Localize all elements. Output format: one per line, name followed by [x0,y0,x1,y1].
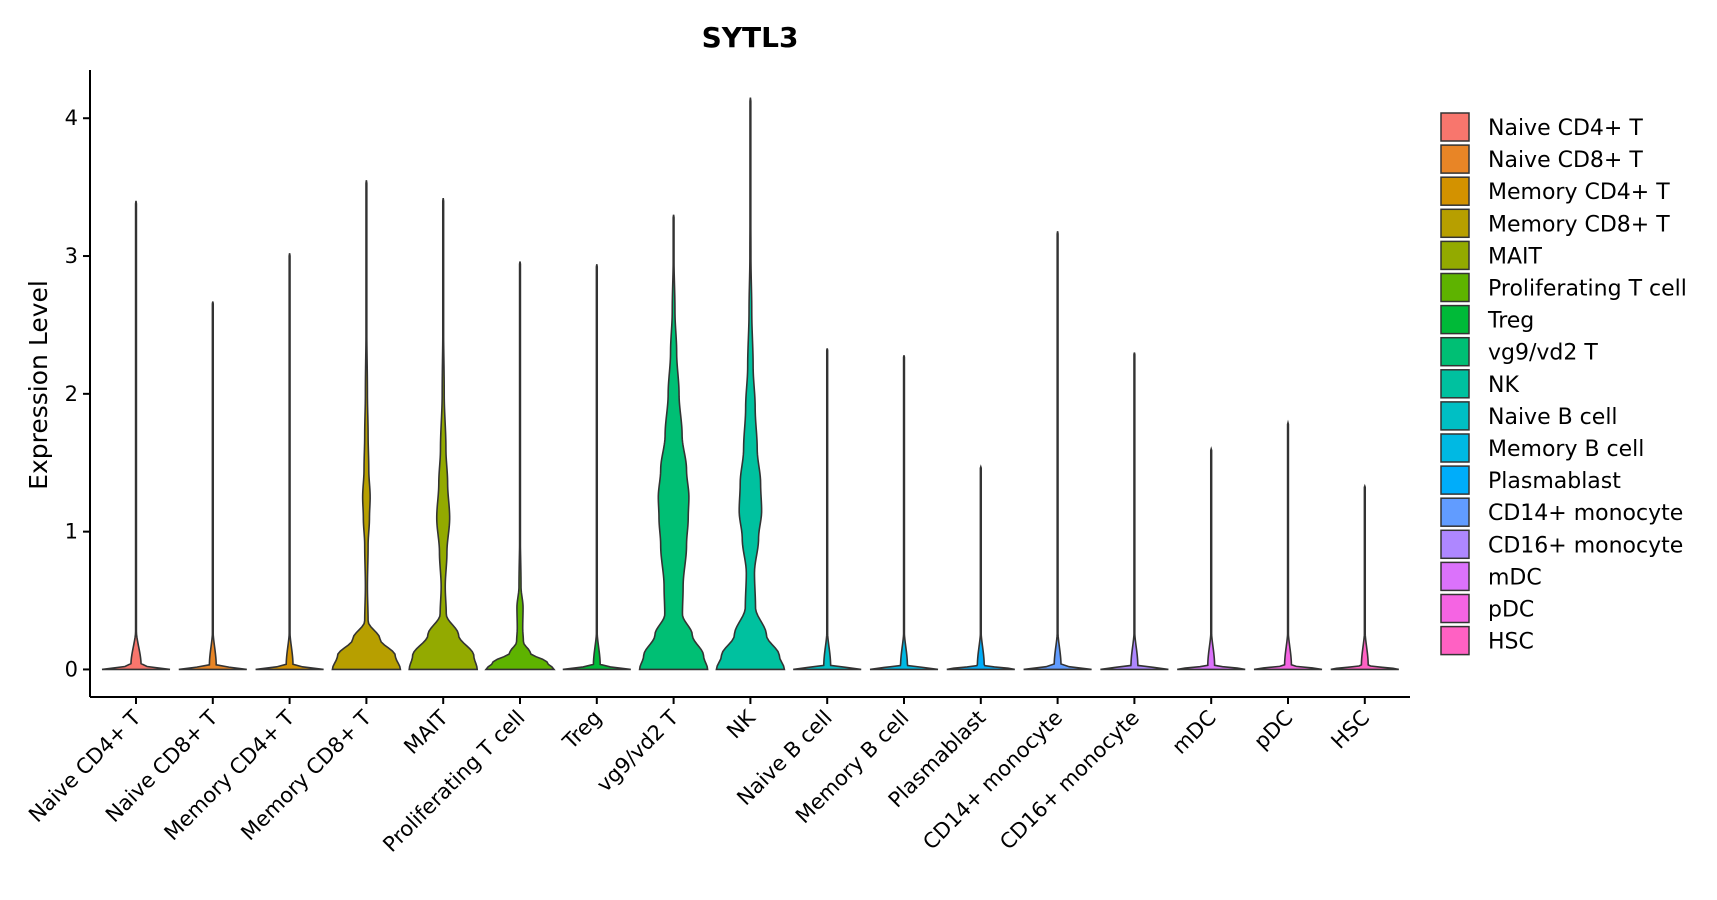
legend-swatch [1440,529,1470,560]
violin-treg [562,264,631,671]
violin-series [101,97,1399,671]
x-tick-label: mDC [1167,706,1220,759]
legend-swatch [1440,433,1470,463]
violin-mait [408,198,479,671]
legend-swatch [1440,369,1470,399]
legend-swatch [1440,272,1470,303]
violin-memory-cd4-t [255,253,324,671]
legend-label: MAIT [1488,244,1543,269]
legend-label: Memory CD4+ T [1488,180,1670,205]
x-tick-label: Memory CD4+ T [160,705,300,845]
y-tick-label: 4 [65,106,78,130]
legend-swatch [1440,593,1470,624]
x-tick-label: CD16+ monocyte [995,706,1144,855]
x-tick-label: pDC [1249,706,1297,754]
violin-vg9-vd2-t [638,214,709,671]
legend-label: Treg [1487,309,1534,334]
legend-label: Memory B cell [1488,437,1644,462]
legend-swatch [1440,465,1470,495]
legend-label: NK [1488,373,1519,398]
legend-label: CD14+ monocyte [1488,501,1683,526]
chart-title: SYTL3 [702,21,799,54]
legend-label: Proliferating T cell [1488,277,1687,302]
y-tick-label: 3 [65,244,78,268]
legend-swatch [1440,336,1470,367]
legend-swatch [1440,401,1470,431]
y-tick-label: 1 [65,520,78,544]
legend-swatch [1440,561,1470,592]
legend-label: Plasmablast [1488,469,1621,494]
violin-naive-b-cell [793,348,862,671]
legend-label: mDC [1488,565,1542,590]
legend-swatch [1440,112,1470,142]
legend-label: CD16+ monocyte [1488,533,1683,558]
y-tick-label: 2 [65,382,78,406]
x-tick-label: HSC [1326,706,1374,754]
x-tick-label: vg9/vd2 T [592,705,683,796]
y-axis: 0 1 2 3 4 [65,70,91,697]
legend-swatch [1440,497,1470,527]
violin-memory-cd8-t [331,180,402,671]
violin-nk [715,97,786,671]
legend: Naive CD4+ T Naive CD8+ T Memory CD4+ T Mem… [1440,112,1687,656]
x-tick-label: Proliferating T cell [378,706,529,857]
y-axis-label: Expression Level [24,280,53,490]
x-tick-label: CD14+ monocyte [918,706,1067,855]
x-tick-label: Treg [557,706,606,755]
legend-label: HSC [1488,630,1534,655]
violin-naive-cd8-t [178,301,247,671]
legend-label: Naive B cell [1488,405,1618,430]
legend-label: Memory CD8+ T [1488,212,1670,237]
violin-hsc [1330,483,1399,671]
violin-pdc [1253,419,1323,671]
x-tick-label: Memory CD8+ T [236,705,376,845]
legend-swatch [1440,625,1470,656]
violin-memory-b-cell [869,355,939,671]
legend-label: vg9/vd2 T [1488,341,1598,366]
violin-cd14-monocyte [1023,231,1092,671]
legend-swatch [1440,208,1470,239]
x-tick-label: MAIT [399,705,453,759]
legend-label: Naive CD8+ T [1488,148,1643,173]
violin-cd16-monocyte [1100,352,1169,671]
violin-naive-cd4-t [101,200,171,671]
y-tick-label: 0 [65,657,78,681]
legend-swatch [1440,176,1470,206]
legend-swatch [1440,240,1470,271]
x-tick-label: NK [722,705,761,744]
legend-label: Naive CD4+ T [1488,116,1643,141]
legend-swatch [1440,144,1470,174]
violin-proliferating-t-cell [484,261,556,671]
violin-plasmablast [946,464,1015,671]
violin-mdc [1177,446,1246,671]
legend-swatch [1440,304,1470,335]
legend-label: pDC [1488,598,1534,623]
